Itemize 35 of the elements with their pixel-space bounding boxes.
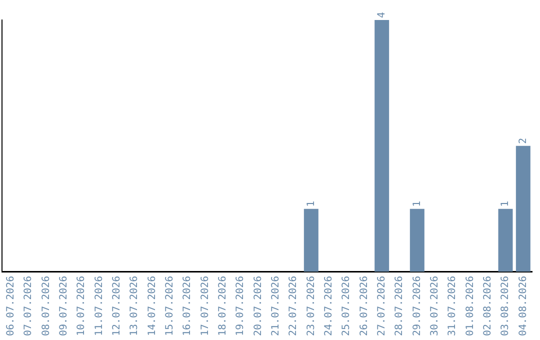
- x-tick-label: 24.07.2026: [323, 276, 334, 336]
- data-label: 1: [306, 200, 317, 207]
- x-tick-label: 03.08.2026: [500, 276, 512, 336]
- x-tick-label: 15.07.2026: [164, 276, 176, 336]
- x-tick-label: 16.07.2026: [182, 276, 194, 336]
- x-tick-label: 09.07.2026: [58, 276, 70, 336]
- x-tick-label: 28.07.2026: [394, 276, 406, 336]
- x-tick-label: 12.07.2026: [111, 276, 122, 336]
- x-tick-label: 23.07.2026: [306, 276, 317, 336]
- x-tick-label: 29.07.2026: [412, 276, 423, 336]
- x-tick-label: 07.07.2026: [23, 276, 34, 336]
- data-label: 1: [500, 200, 512, 207]
- data-label: 4: [376, 12, 388, 18]
- x-tick-label: 21.07.2026: [270, 276, 282, 336]
- x-tick-label: 30.07.2026: [429, 276, 440, 336]
- x-tick-label: 04.08.2026: [518, 276, 529, 336]
- x-tick-label: 20.07.2026: [252, 276, 264, 336]
- x-tick-label: 26.07.2026: [358, 276, 370, 336]
- data-label: 2: [518, 138, 529, 144]
- x-tick-label: 13.07.2026: [129, 276, 140, 336]
- x-tick-label: 11.07.2026: [94, 276, 105, 336]
- x-tick-label: 14.07.2026: [146, 276, 158, 336]
- x-tick-label: 25.07.2026: [341, 276, 352, 336]
- x-tick-label: 18.07.2026: [217, 276, 228, 336]
- data-label: 1: [412, 200, 423, 207]
- x-tick-label: 06.07.2026: [5, 276, 16, 336]
- x-tick-label: 27.07.2026: [376, 276, 388, 336]
- x-tick-label: 08.07.2026: [40, 276, 52, 336]
- x-tick-label: 02.08.2026: [482, 276, 494, 336]
- x-tick-label: 22.07.2026: [288, 276, 300, 336]
- x-tick-label: 19.07.2026: [235, 276, 246, 336]
- x-tick-label: 01.08.2026: [464, 276, 476, 336]
- x-tick-label: 31.07.2026: [447, 276, 458, 336]
- x-tick-label: 17.07.2026: [200, 276, 211, 336]
- x-tick-label: 10.07.2026: [76, 276, 88, 336]
